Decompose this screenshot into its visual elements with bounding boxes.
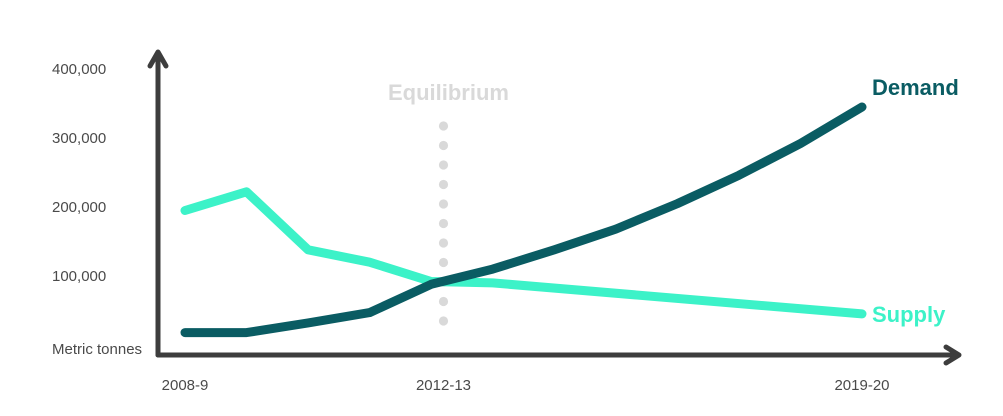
equilibrium-dot <box>438 121 449 131</box>
x-axis-arrowhead <box>943 344 962 366</box>
label-layer: Metric tonnes 100,000 200,000 300,000 400,0… <box>52 61 959 394</box>
equilibrium-dot <box>438 316 449 326</box>
series-line-demand <box>180 102 867 338</box>
equilibrium-dot <box>438 238 449 248</box>
x-tick-label: 2012-13 <box>416 377 471 394</box>
y-tick-label: 300,000 <box>52 130 106 147</box>
equilibrium-dot <box>438 296 449 307</box>
y-tick-label: 400,000 <box>52 61 106 78</box>
y-axis-arrowhead <box>147 49 169 69</box>
y-tick-label: 200,000 <box>52 199 106 216</box>
series-line-supply <box>180 187 867 319</box>
equilibrium-dot <box>438 140 449 151</box>
annotation-layer: Equilibrium <box>388 80 509 326</box>
series-layer <box>180 102 867 338</box>
series-label-supply: Supply <box>872 302 946 327</box>
equilibrium-dot <box>438 218 449 229</box>
equilibrium-label: Equilibrium <box>388 80 509 105</box>
y-tick-label: 100,000 <box>52 268 106 285</box>
series-label-demand: Demand <box>872 75 959 100</box>
equilibrium-dot <box>438 257 449 268</box>
y-axis-unit-label: Metric tonnes <box>52 341 142 358</box>
equilibrium-dot <box>438 199 449 209</box>
x-tick-label: 2008-9 <box>162 377 209 394</box>
x-tick-label: 2019-20 <box>834 377 889 394</box>
equilibrium-dot <box>438 160 449 170</box>
equilibrium-dot <box>438 179 449 190</box>
axes <box>147 49 962 366</box>
